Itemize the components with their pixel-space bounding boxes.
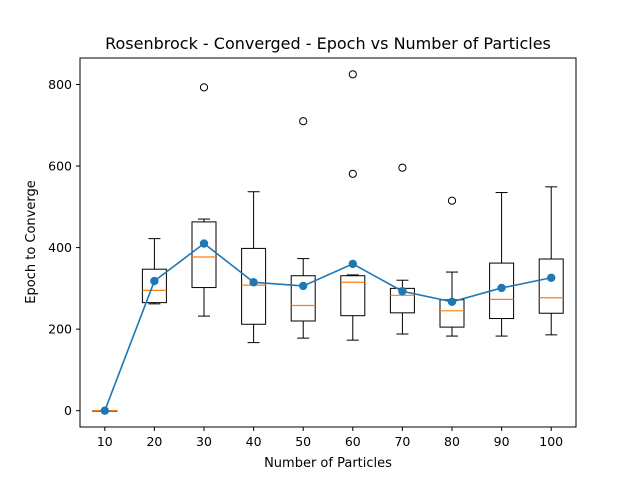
box-50 (290, 117, 316, 339)
x-tick-label: 100 (539, 434, 563, 449)
mean-point (199, 239, 209, 248)
x-tick-label: 30 (196, 434, 212, 449)
chart-title: Rosenbrock - Converged - Epoch vs Number… (105, 34, 551, 53)
box-body (241, 247, 267, 325)
mean-point (150, 276, 159, 286)
y-tick-label: 400 (48, 240, 72, 255)
outlier-point (447, 196, 457, 205)
box-30 (191, 83, 217, 317)
x-axis-label: Number of Particles (264, 456, 392, 471)
y-tick-label: 600 (48, 159, 72, 174)
mean-point (447, 297, 457, 307)
box-40 (241, 191, 267, 344)
box-100 (538, 186, 564, 336)
outlier-point (398, 163, 407, 172)
mean-line (104, 242, 552, 411)
x-tick-label: 50 (295, 434, 311, 449)
y-tick-label: 200 (48, 322, 72, 337)
outlier-point (299, 117, 308, 126)
x-tick-label: 80 (444, 434, 460, 449)
x-tick-label: 90 (494, 434, 510, 449)
y-tick-label: 800 (48, 77, 72, 92)
x-tick-label: 60 (345, 434, 361, 449)
box-body (290, 275, 316, 322)
box-90 (489, 192, 515, 337)
y-tick-label: 0 (64, 403, 72, 418)
box-body (191, 221, 217, 289)
box-20 (141, 238, 167, 305)
box-60 (340, 70, 366, 341)
mean-point (398, 287, 407, 296)
x-tick-label: 10 (97, 434, 113, 449)
box-80 (439, 196, 465, 337)
outlier-point (199, 83, 209, 92)
x-tick-label: 40 (246, 434, 262, 449)
mean-point (348, 259, 357, 269)
outlier-point (348, 169, 357, 178)
box-body (538, 258, 564, 314)
mean-point (547, 273, 556, 282)
x-tick-label: 20 (146, 434, 162, 449)
axes-frame (79, 57, 577, 428)
mean-point (497, 283, 506, 293)
box-body (340, 275, 366, 317)
mean-point (249, 278, 258, 287)
mean-point (299, 281, 308, 291)
mean-point (100, 406, 110, 415)
y-axis-label: Epoch to Converge (24, 180, 39, 303)
box-body (141, 268, 167, 304)
x-tick-label: 70 (394, 434, 410, 449)
outlier-point (348, 70, 357, 79)
plot-area: 10 20 30 40 50 60 70 80 90 100 0 200 400 600 800 (48, 70, 564, 449)
